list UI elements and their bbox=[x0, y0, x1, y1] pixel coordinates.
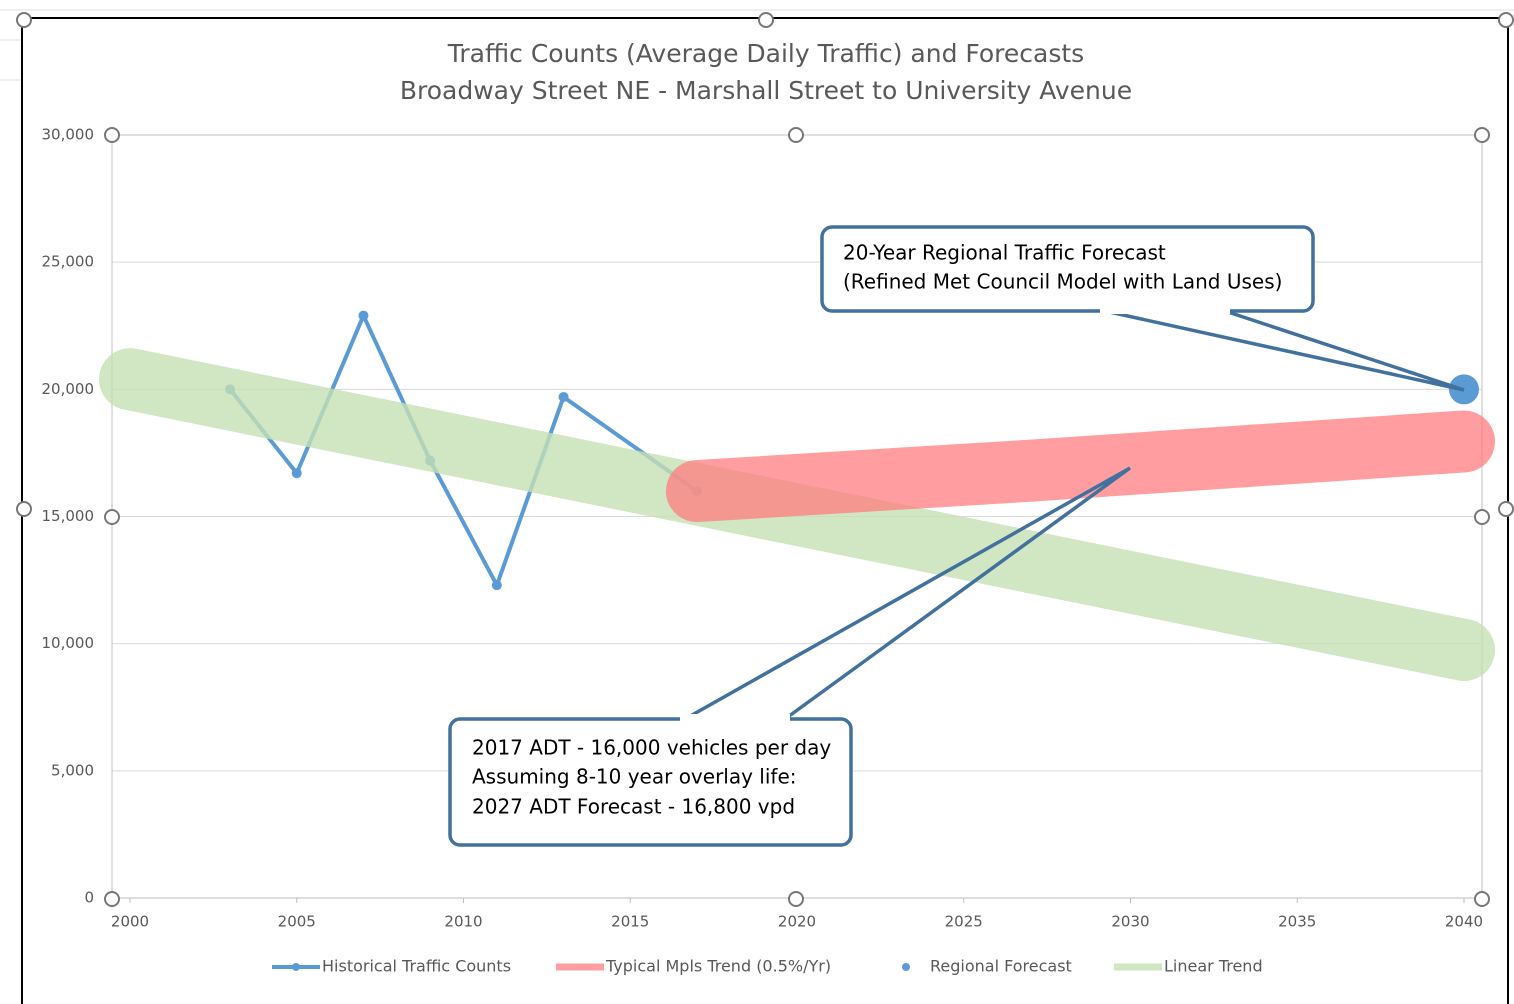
legend-label: Linear Trend bbox=[1164, 957, 1263, 976]
y-tick-label: 10,000 bbox=[42, 634, 95, 652]
y-tick-label: 25,000 bbox=[42, 253, 95, 271]
callout-box bbox=[820, 225, 1315, 313]
y-tick-label: 30,000 bbox=[42, 126, 95, 144]
series-marker bbox=[558, 391, 569, 402]
series-line bbox=[665, 410, 1495, 523]
sheet-grid bbox=[0, 9, 1514, 81]
annotations: 20-Year Regional Traffic Forecast (Refin… bbox=[448, 225, 1465, 847]
annotation-text: Assuming 8-10 year overlay life: bbox=[472, 765, 797, 789]
x-tick-label: 2025 bbox=[945, 913, 983, 931]
x-tick-label: 2015 bbox=[611, 913, 649, 931]
annotation-text: (Refined Met Council Model with Land Use… bbox=[843, 270, 1282, 294]
chart-subtitle: Broadway Street NE - Marshall Street to … bbox=[400, 76, 1132, 105]
legend-label: Regional Forecast bbox=[930, 957, 1072, 976]
x-tick-label: 2005 bbox=[278, 913, 316, 931]
y-tick-label: 20,000 bbox=[42, 380, 95, 398]
x-tick-label: 2040 bbox=[1445, 913, 1483, 931]
selection-handles bbox=[16, 12, 1514, 907]
y-tick-label: 0 bbox=[84, 889, 94, 907]
title: Traffic Counts (Average Daily Traffic) a… bbox=[400, 39, 1132, 105]
legend-label: Historical Traffic Counts bbox=[322, 957, 511, 976]
x-tick-label: 2000 bbox=[111, 913, 149, 931]
callout-join bbox=[680, 714, 790, 722]
callout-pointer bbox=[684, 466, 1132, 721]
series-marker bbox=[291, 468, 302, 479]
callout-pointer bbox=[1104, 309, 1465, 392]
annotation-text: 20-Year Regional Traffic Forecast bbox=[843, 241, 1166, 265]
callout-join bbox=[1100, 306, 1230, 314]
legend: Historical Traffic Counts Typical Mpls Tr… bbox=[272, 957, 1263, 976]
callout-box bbox=[448, 717, 853, 847]
y-tick-label: 15,000 bbox=[42, 507, 95, 525]
x-tick-label: 2030 bbox=[1111, 913, 1149, 931]
x-tick-label: 2020 bbox=[778, 913, 816, 931]
legend-label: Typical Mpls Trend (0.5%/Yr) bbox=[605, 957, 831, 976]
plot-area bbox=[99, 310, 1495, 682]
annotation-text: 2027 ADT Forecast - 16,800 vpd bbox=[472, 795, 795, 819]
y-tick-label: 5,000 bbox=[51, 761, 94, 779]
annotation-text: 2017 ADT - 16,000 vehicles per day bbox=[472, 736, 831, 760]
chart-title: Traffic Counts (Average Daily Traffic) a… bbox=[447, 39, 1084, 68]
x-tick-label: 2035 bbox=[1278, 913, 1316, 931]
series-marker bbox=[491, 580, 502, 591]
legend-swatch bbox=[902, 963, 910, 971]
series-marker bbox=[358, 310, 369, 321]
legend-swatch bbox=[292, 963, 300, 971]
x-tick-label: 2010 bbox=[444, 913, 482, 931]
